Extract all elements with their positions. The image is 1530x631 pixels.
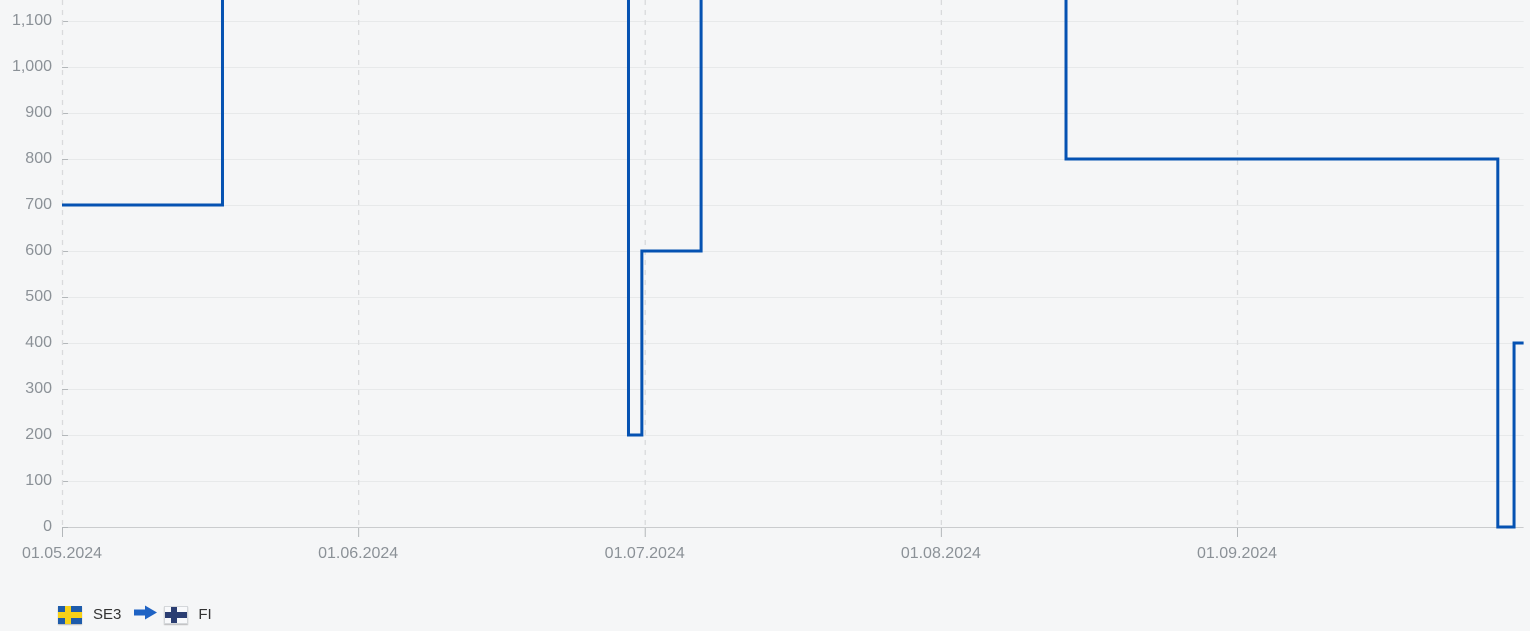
y-axis-label: 400 — [25, 334, 52, 351]
legend-to-label: FI — [198, 606, 212, 623]
x-axis-label: 01.08.2024 — [900, 545, 981, 562]
y-axis-label: 200 — [25, 426, 52, 443]
y-axis-label: 1,000 — [11, 58, 52, 75]
y-axis-label: 500 — [25, 288, 52, 305]
sweden-flag-icon — [58, 606, 82, 624]
x-axis-label: 01.05.2024 — [21, 545, 103, 562]
finland-flag-icon — [164, 606, 189, 624]
legend-from-label: SE3 — [93, 606, 122, 623]
x-axis-label: 01.09.2024 — [1196, 545, 1278, 562]
y-axis-label: 100 — [25, 472, 52, 489]
y-axis-label: 900 — [25, 104, 52, 121]
chart-legend[interactable]: SE3 FI — [58, 604, 212, 626]
x-axis-label: 01.06.2024 — [318, 545, 399, 562]
y-axis-label: 600 — [25, 242, 52, 259]
y-axis-label: 1,100 — [11, 12, 52, 29]
right-arrow-icon — [134, 605, 158, 625]
se3-fi-step-line[interactable] — [62, 0, 1524, 529]
y-axis-label: 800 — [25, 150, 52, 167]
y-axis-label: 700 — [25, 196, 52, 213]
x-axis-label: 01.07.2024 — [604, 545, 685, 562]
y-axis-label: 300 — [25, 380, 52, 397]
y-axis-label: 0 — [43, 518, 52, 535]
